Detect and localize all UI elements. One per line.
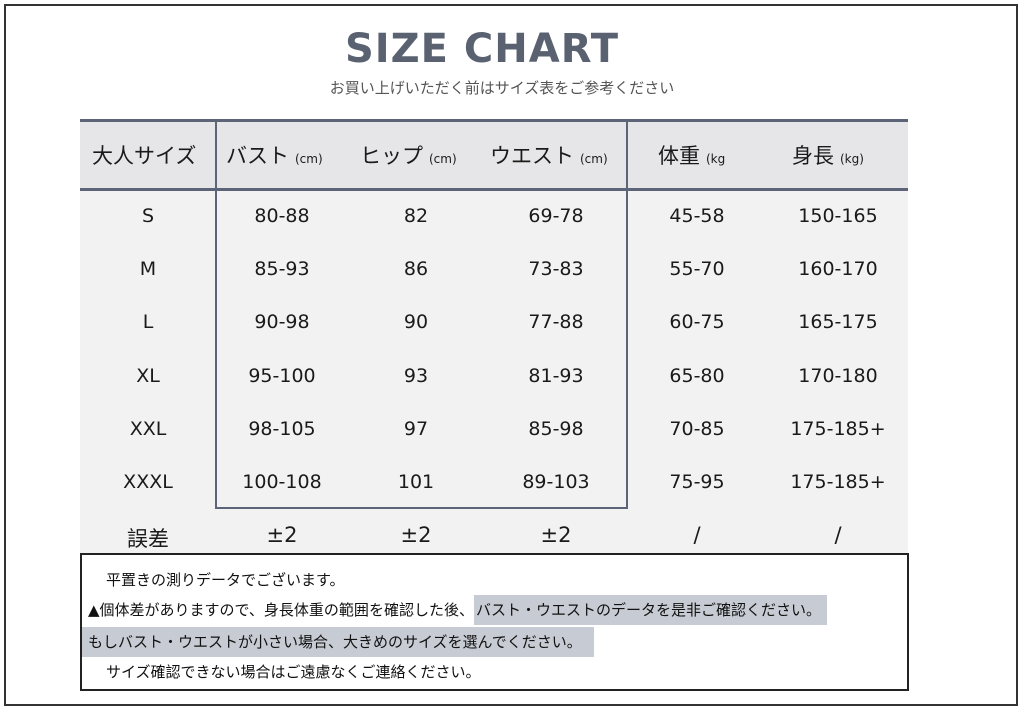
table-cell-waist: 77-88	[528, 311, 584, 333]
table-cell-height: 170-180	[798, 365, 878, 387]
page-title: SIZE CHART	[344, 26, 620, 72]
table-cell-height: 175-185+	[790, 471, 886, 493]
table-cell-weight: 45-58	[669, 205, 725, 227]
table-cell-size: M	[139, 258, 157, 280]
table-cell-bust: 95-100	[248, 365, 316, 387]
table-cell-bust: 80-88	[254, 205, 310, 227]
page-frame	[4, 4, 1018, 706]
note-line-2-start: ▲個体差がありますので、身長体重の範囲を確認した後、	[88, 601, 474, 619]
table-cell-weight: /	[693, 523, 701, 547]
header-weight: 体重 (kg	[658, 144, 726, 168]
table-cell-weight: 75-95	[669, 471, 725, 493]
note-line-3: もしバスト・ウエストが小さい場合、大きめのサイズを選んでください。	[82, 627, 594, 657]
size-table	[80, 120, 908, 555]
table-cell-bust: 98-105	[248, 418, 316, 440]
note-line-2: ▲個体差がありますので、身長体重の範囲を確認した後、 バスト・ウエストのデータを是…	[88, 595, 827, 625]
table-header-background	[80, 122, 908, 188]
table-cell-height: /	[834, 523, 842, 547]
header-hip: ヒップ (cm)	[360, 144, 457, 168]
table-cell-hip: 97	[403, 418, 429, 440]
table-cell-weight: 65-80	[669, 365, 725, 387]
note-line-1: 平置きの測りデータでございます。	[106, 571, 345, 589]
table-cell-waist: 69-78	[528, 205, 584, 227]
table-cell-hip: 90	[403, 311, 429, 333]
page-subtitle: お買い上げいただく前はサイズ表をご参考ください	[329, 79, 675, 97]
table-cell-height: 175-185+	[790, 418, 886, 440]
table-cell-hip: 86	[403, 258, 429, 280]
table-cell-bust: 100-108	[242, 471, 322, 493]
table-cell-height: 165-175	[798, 311, 878, 333]
table-cell-waist: 85-98	[528, 418, 584, 440]
table-cell-hip: 101	[397, 471, 435, 493]
header-height: 身長 (kg)	[792, 144, 864, 168]
table-cell-bust: 85-93	[254, 258, 310, 280]
table-cell-size: L	[142, 311, 154, 333]
table-cell-bust: 90-98	[254, 311, 310, 333]
table-cell-weight: 55-70	[669, 258, 725, 280]
table-cell-weight: 60-75	[669, 311, 725, 333]
table-cell-size: XXXL	[123, 471, 173, 493]
table-cell-bust: ±2	[266, 523, 298, 547]
table-cell-waist: 73-83	[528, 258, 584, 280]
header-size: 大人サイズ	[92, 144, 197, 168]
table-cell-waist: 81-93	[528, 365, 584, 387]
header-bottom-rule	[80, 188, 908, 191]
note-line-2-highlight: バスト・ウエストのデータを是非ご確認ください。	[473, 595, 827, 625]
table-cell-waist: ±2	[540, 523, 572, 547]
measurement-box	[215, 120, 628, 509]
table-cell-hip: 82	[403, 205, 429, 227]
table-cell-size: XL	[136, 365, 160, 387]
note-line-4: サイズ確認できない場合はご遠慮なくご連絡ください。	[106, 663, 481, 681]
table-cell-height: 150-165	[798, 205, 878, 227]
table-cell-size: S	[141, 205, 155, 227]
table-cell-size: 誤差	[127, 527, 169, 551]
header-waist: ウエスト (cm)	[490, 144, 608, 168]
table-cell-hip: ±2	[400, 523, 432, 547]
table-cell-hip: 93	[403, 365, 429, 387]
table-cell-waist: 89-103	[522, 471, 590, 493]
table-cell-weight: 70-85	[669, 418, 725, 440]
header-bust: バスト (cm)	[226, 144, 323, 168]
table-cell-height: 160-170	[798, 258, 878, 280]
table-cell-size: XXL	[129, 418, 167, 440]
notes-box: 平置きの測りデータでございます。 ▲個体差がありますので、身長体重の範囲を確認し…	[80, 553, 909, 691]
